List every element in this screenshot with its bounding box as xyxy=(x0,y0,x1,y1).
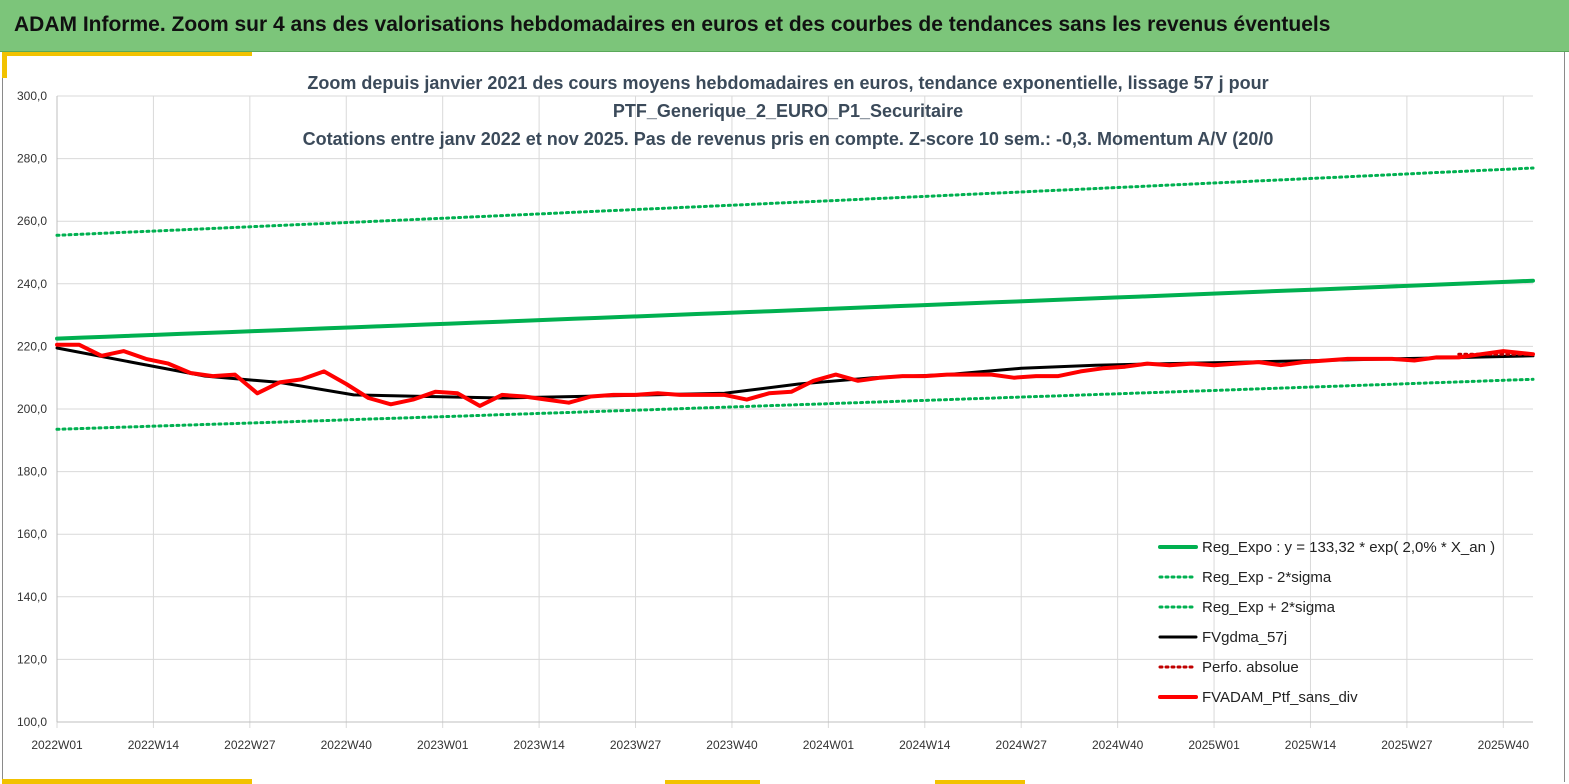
y-tick-label: 300,0 xyxy=(17,89,47,103)
x-tick-label: 2022W14 xyxy=(128,738,180,752)
y-tick-label: 140,0 xyxy=(17,590,47,604)
series-line-3 xyxy=(55,346,1535,400)
x-tick-label: 2025W01 xyxy=(1188,738,1240,752)
page-title: ADAM Informe. Zoom sur 4 ans des valoris… xyxy=(14,13,1331,36)
y-tick-label: 240,0 xyxy=(17,277,47,291)
x-tick-label: 2025W40 xyxy=(1478,738,1530,752)
y-tick-label: 120,0 xyxy=(17,652,47,666)
legend-label: FVgdma_57j xyxy=(1202,629,1287,646)
chart-title-line-2: PTF_Generique_2_EURO_P1_Securitaire xyxy=(613,101,963,121)
x-tick-label: 2023W27 xyxy=(610,738,662,752)
y-tick-label: 200,0 xyxy=(17,402,47,416)
y-tick-label: 260,0 xyxy=(17,214,47,228)
accent-bar-bottom-mid xyxy=(665,780,760,784)
series-line-1 xyxy=(55,377,1535,431)
x-tick-label: 2025W14 xyxy=(1285,738,1337,752)
x-tick-label: 2025W27 xyxy=(1381,738,1433,752)
series-line-2 xyxy=(55,166,1535,237)
legend-label: Perfo. absolue xyxy=(1202,659,1299,676)
x-tick-label: 2023W14 xyxy=(513,738,565,752)
x-tick-label: 2023W01 xyxy=(417,738,469,752)
accent-bar-top-left xyxy=(2,52,252,56)
legend-label: FVADAM_Ptf_sans_div xyxy=(1202,689,1358,706)
x-tick-label: 2023W40 xyxy=(706,738,758,752)
y-tick-label: 280,0 xyxy=(17,152,47,166)
series-line-5 xyxy=(55,342,1535,408)
y-tick-label: 160,0 xyxy=(17,527,47,541)
x-tick-label: 2024W14 xyxy=(899,738,951,752)
legend-label: Reg_Expo : y = 133,32 * exp( 2,0% * X_an… xyxy=(1202,539,1495,556)
x-tick-label: 2024W40 xyxy=(1092,738,1144,752)
chart-frame xyxy=(2,52,1565,782)
banner: ADAM Informe. Zoom sur 4 ans des valoris… xyxy=(0,0,1569,52)
accent-bar-bottom-right xyxy=(935,780,1025,784)
series-line-0 xyxy=(55,278,1535,341)
chart-title-line-3: Cotations entre janv 2022 et nov 2025. P… xyxy=(303,129,1274,149)
chart-title-line-1: Zoom depuis janvier 2021 des cours moyen… xyxy=(307,73,1268,93)
x-tick-label: 2022W01 xyxy=(31,738,83,752)
y-tick-label: 220,0 xyxy=(17,339,47,353)
accent-bar-bottom-left xyxy=(2,779,252,784)
legend: Reg_Expo : y = 133,32 * exp( 2,0% * X_an… xyxy=(1158,539,1495,706)
x-tick-label: 2024W01 xyxy=(803,738,855,752)
x-tick-label: 2022W40 xyxy=(321,738,373,752)
y-tick-label: 180,0 xyxy=(17,465,47,479)
legend-label: Reg_Exp + 2*sigma xyxy=(1202,599,1336,616)
accent-bar-left xyxy=(2,52,7,78)
x-tick-label: 2024W27 xyxy=(996,738,1048,752)
y-tick-label: 100,0 xyxy=(17,715,47,729)
x-tick-label: 2022W27 xyxy=(224,738,276,752)
legend-label: Reg_Exp - 2*sigma xyxy=(1202,569,1332,586)
